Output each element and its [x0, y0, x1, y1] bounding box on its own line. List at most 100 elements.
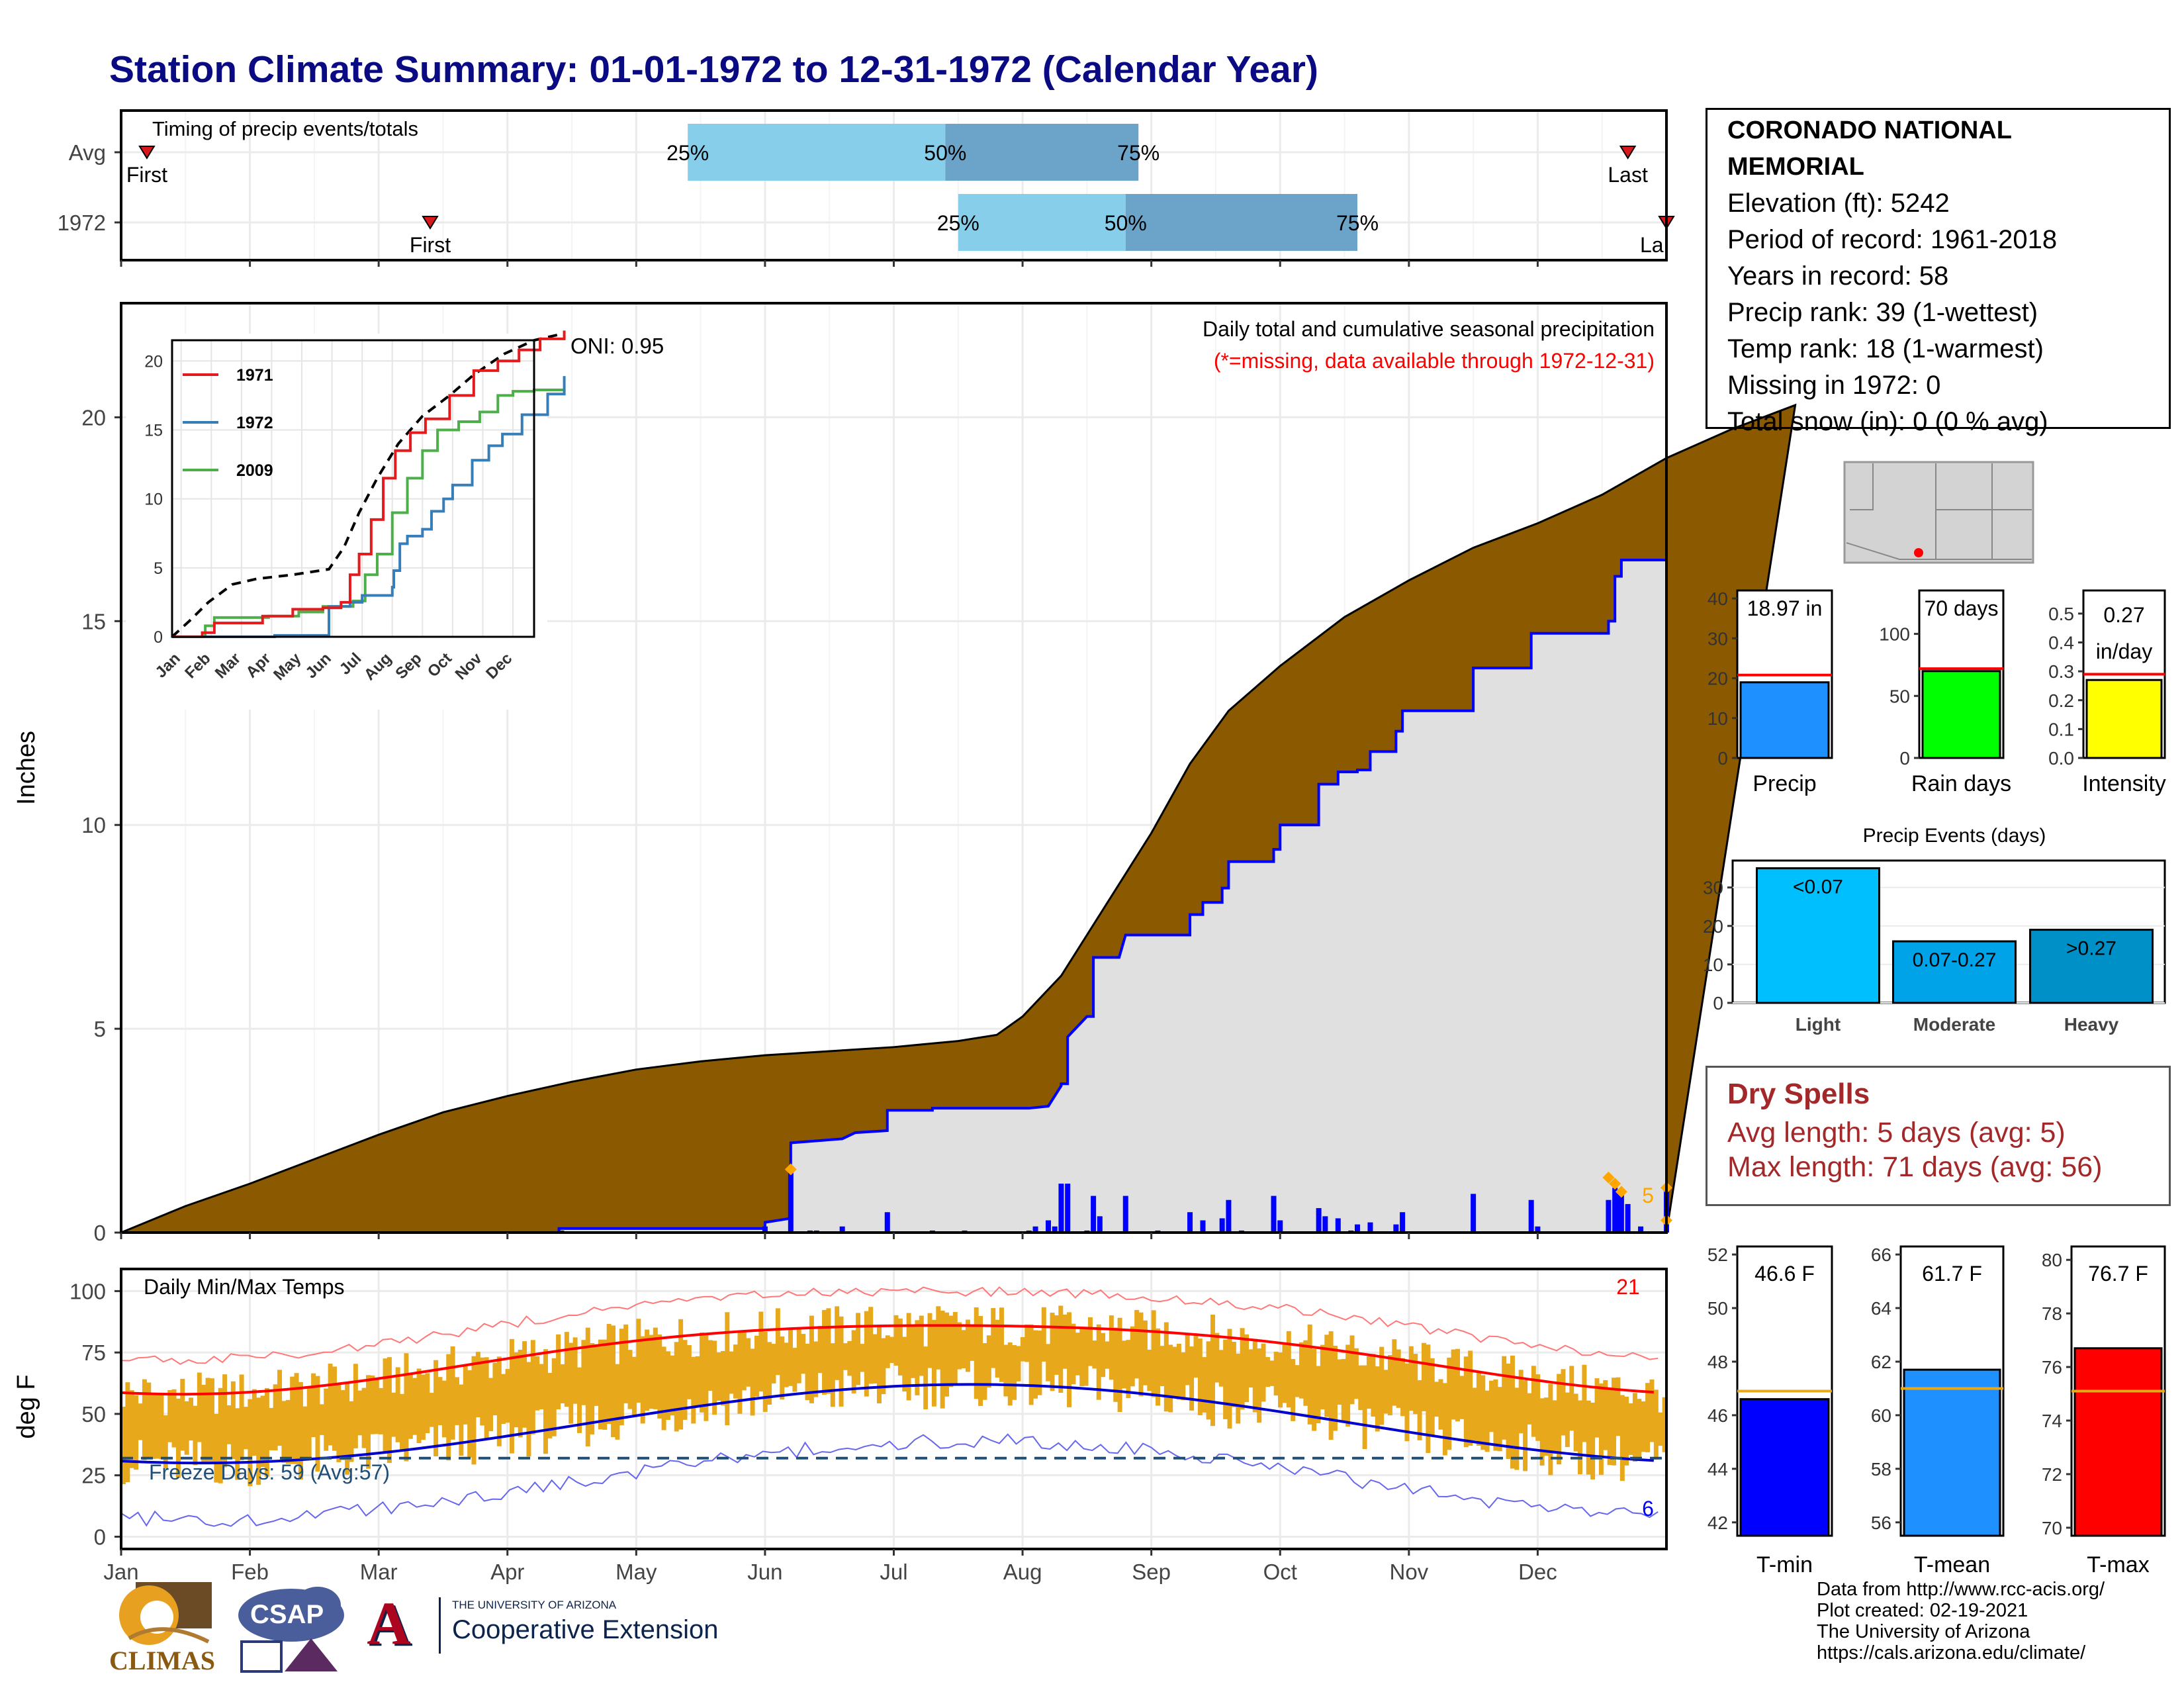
- tstat-ytick-label: 50: [1707, 1298, 1728, 1319]
- daily-temp-bar: [851, 1330, 856, 1393]
- freeze-days-label: Freeze Days: 59 (Avg:57): [149, 1460, 390, 1484]
- daily-temp-bar: [404, 1353, 409, 1462]
- daily-temp-bar: [750, 1348, 755, 1416]
- daily-temp-bar: [1615, 1377, 1621, 1436]
- daily-temp-bar: [1156, 1328, 1161, 1406]
- precip-subtitle: Daily total and cumulative seasonal prec…: [1203, 317, 1655, 341]
- daily-precip-bar: [1335, 1218, 1341, 1233]
- daily-temp-bar: [1426, 1344, 1431, 1454]
- csap-text: CSAP: [250, 1600, 324, 1629]
- daily-temp-bar: [1181, 1352, 1186, 1401]
- daily-precip-bar: [1322, 1216, 1328, 1233]
- daily-temp-bar: [416, 1368, 422, 1444]
- tstat-ytick-label: 52: [1707, 1244, 1728, 1265]
- daily-temp-bar: [535, 1356, 540, 1411]
- daily-temp-bar: [269, 1407, 274, 1450]
- daily-temp-bar: [876, 1327, 882, 1404]
- daily-temp-bar: [379, 1387, 384, 1434]
- daily-temp-bar: [1658, 1412, 1663, 1446]
- daily-temp-bar: [1472, 1387, 1477, 1441]
- daily-temp-bar: [1387, 1355, 1392, 1416]
- daily-temp-bar: [1087, 1317, 1093, 1366]
- daily-temp-bar: [716, 1352, 721, 1401]
- event-bar: [1756, 867, 1880, 1004]
- daily-temp-bar: [235, 1408, 240, 1480]
- daily-temp-bar: [1151, 1310, 1156, 1397]
- daily-temp-bar: [1142, 1320, 1148, 1385]
- daily-temp-bar: [1231, 1341, 1236, 1407]
- daily-temp-bar: [1134, 1309, 1140, 1379]
- daily-temp-bar: [1041, 1307, 1046, 1362]
- daily-temp-bar: [1269, 1360, 1275, 1386]
- stat-ytick-label: 0.1: [2048, 719, 2074, 739]
- timing-first-label: First: [410, 233, 451, 257]
- daily-temp-bar: [505, 1369, 510, 1423]
- daily-temp-bar: [1071, 1323, 1076, 1385]
- location-map: [1843, 461, 2034, 564]
- daily-temp-bar: [619, 1329, 624, 1426]
- daily-temp-bar: [370, 1375, 375, 1434]
- daily-temp-bar: [264, 1387, 269, 1477]
- tstat-ytick-label: 46: [1707, 1405, 1728, 1426]
- daily-temp-bar: [720, 1350, 725, 1406]
- daily-precip-bar: [762, 1226, 768, 1233]
- daily-temp-bar: [1033, 1330, 1038, 1399]
- timing-last-label: Last: [1608, 163, 1648, 187]
- stat-ytick-label: 0.2: [2048, 690, 2074, 711]
- timing-bar-50-75: [1125, 194, 1357, 251]
- daily-temp-bar: [965, 1319, 970, 1372]
- daily-temp-bar: [294, 1373, 299, 1464]
- tstat-ytick-label: 66: [1871, 1244, 1891, 1265]
- daily-temp-bar: [1113, 1327, 1118, 1402]
- daily-temp-bar: [1307, 1324, 1312, 1425]
- daily-temp-bar: [1185, 1333, 1190, 1385]
- daily-temp-bar: [387, 1357, 392, 1463]
- daily-temp-bar: [1417, 1380, 1422, 1440]
- daily-temp-bar: [518, 1350, 523, 1438]
- daily-temp-bar: [623, 1324, 629, 1403]
- daily-temp-bar: [780, 1336, 785, 1400]
- daily-temp-bar: [931, 1319, 936, 1407]
- climas-emblem-icon: [119, 1582, 212, 1645]
- daily-temp-bar: [175, 1398, 181, 1478]
- map-border-line: [1935, 463, 2032, 559]
- daily-temp-bar: [357, 1390, 363, 1436]
- daily-temp-bar: [1240, 1328, 1245, 1410]
- daily-temp-bar: [1451, 1349, 1456, 1420]
- daily-temp-bar: [775, 1308, 780, 1376]
- daily-precip-bar: [839, 1226, 845, 1233]
- daily-temp-bar: [767, 1342, 772, 1405]
- daily-temp-bar: [1430, 1358, 1435, 1436]
- daily-temp-bar: [868, 1307, 874, 1384]
- daily-temp-bar: [653, 1327, 658, 1409]
- daily-temp-bar: [159, 1393, 164, 1460]
- daily-temp-bar: [817, 1326, 823, 1374]
- daily-temp-bar: [522, 1341, 527, 1428]
- daily-temp-bar: [1510, 1355, 1515, 1469]
- daily-temp-bar: [1653, 1389, 1659, 1460]
- inset-ytick-label: 20: [144, 352, 163, 371]
- tstat-ytick-label: 44: [1707, 1459, 1728, 1479]
- ua-logo: A THE UNIVERSITY OF ARIZONA Cooperative …: [361, 1592, 745, 1665]
- daily-temp-bar: [1101, 1333, 1106, 1378]
- tstat-value-label: 76.7 F: [2088, 1262, 2148, 1286]
- daily-temp-bar: [551, 1358, 557, 1436]
- daily-temp-bar: [923, 1346, 929, 1410]
- daily-temp-bar: [1612, 1378, 1617, 1466]
- daily-temp-bar: [1497, 1387, 1502, 1452]
- precip-ytick-label: 20: [81, 405, 106, 430]
- precip-stats-charts: 0 10 20 30 40 Precip 18.97 in 0 50 100 Rain days 70…: [1707, 588, 2166, 796]
- daily-temp-bar: [569, 1342, 574, 1424]
- daily-temp-bar: [539, 1364, 544, 1410]
- daily-temp-bar: [771, 1344, 776, 1383]
- daily-temp-bar: [1007, 1342, 1013, 1406]
- daily-temp-bar: [678, 1319, 684, 1430]
- temp-ytick-label: 75: [81, 1340, 106, 1365]
- daily-temp-bar: [205, 1378, 210, 1462]
- info-missing: Missing in 1972: 0: [1727, 371, 1941, 400]
- daily-temp-bar: [952, 1312, 958, 1384]
- oni-label: ONI: 0.95: [570, 334, 664, 358]
- daily-temp-bar: [585, 1327, 590, 1447]
- month-label: Nov: [1389, 1560, 1428, 1584]
- daily-temp-bar: [1012, 1345, 1017, 1400]
